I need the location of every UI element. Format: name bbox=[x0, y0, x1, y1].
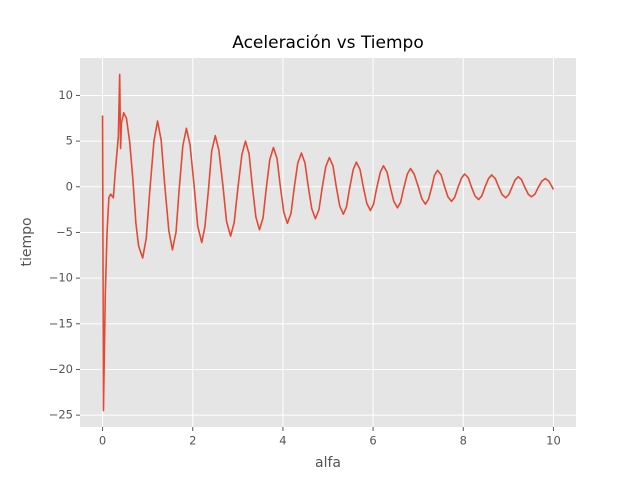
x-tick-label: 0 bbox=[99, 434, 106, 448]
y-axis-label: tiempo bbox=[19, 217, 35, 266]
x-tick-label: 6 bbox=[369, 434, 376, 448]
y-tick-label: −25 bbox=[49, 408, 73, 422]
y-tick-label: −20 bbox=[49, 362, 73, 376]
data-line bbox=[101, 73, 555, 412]
x-axis-label: alfa bbox=[315, 455, 341, 471]
x-tick-label: 8 bbox=[460, 434, 467, 448]
y-tick-label: 10 bbox=[58, 88, 73, 102]
plot-area bbox=[80, 58, 576, 427]
x-tick-label: 2 bbox=[189, 434, 196, 448]
x-tick-label: 10 bbox=[546, 434, 561, 448]
y-tick-label: 0 bbox=[66, 179, 73, 193]
y-tick-label: 5 bbox=[66, 134, 73, 148]
y-tick-label: −15 bbox=[49, 316, 73, 330]
y-tick-label: −10 bbox=[49, 271, 73, 285]
chart-title: Aceleración vs Tiempo bbox=[232, 33, 424, 53]
y-tick-label: −5 bbox=[56, 225, 73, 239]
x-tick-label: 4 bbox=[279, 434, 286, 448]
